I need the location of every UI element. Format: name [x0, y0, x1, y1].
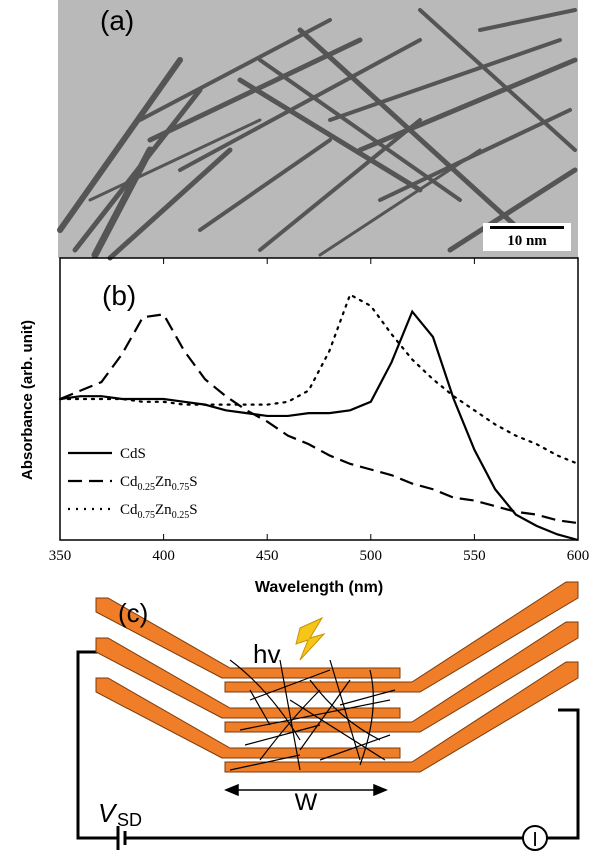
series-line — [60, 312, 578, 540]
x-tick-label: 350 — [49, 548, 72, 564]
legend-label: CdS — [120, 446, 146, 462]
panel-label: (c) — [118, 598, 148, 628]
device-diagram — [78, 582, 578, 850]
current-label: I — [532, 829, 538, 851]
width-label: W — [295, 789, 318, 816]
legend-label-part: Cd — [120, 502, 138, 518]
page: {"panel_a": {"label": "(a)", "scale_bar"… — [0, 0, 595, 852]
legend-label-part: 0.75 — [172, 482, 190, 493]
legend-label-part: 0.75 — [138, 510, 156, 521]
voltage-subscript: SD — [117, 810, 142, 830]
scale-bar-label: 10 nm — [507, 233, 547, 249]
legend-label-part: 0.25 — [172, 510, 190, 521]
legend-label-part: CdS — [120, 446, 146, 462]
voltage-label: V — [98, 798, 118, 828]
panel-label: (b) — [102, 280, 136, 311]
x-tick-label: 550 — [463, 548, 486, 564]
legend-label: Cd0.25Zn0.75S — [120, 474, 198, 493]
panel-label: (a) — [100, 5, 134, 36]
x-tick-label: 400 — [152, 548, 175, 564]
light-label: hv — [253, 639, 280, 669]
legend-label-part: 0.25 — [138, 482, 156, 493]
y-axis-title: Absorbance (arb. unit) — [19, 320, 36, 480]
tem-image — [58, 0, 578, 258]
series-line — [60, 295, 578, 464]
legend-label-part: Cd — [120, 474, 138, 490]
legend-label-part: S — [189, 474, 197, 490]
x-tick-label: 500 — [360, 548, 383, 564]
legend-label: Cd0.75Zn0.25S — [120, 502, 198, 521]
x-tick-label: 450 — [256, 548, 279, 564]
legend-label-part: Zn — [155, 474, 172, 490]
figure: (a) 10 nm (b) Wavelength (nm) Absorbance… — [0, 0, 595, 852]
legend-label-part: S — [189, 502, 197, 518]
x-tick-label: 600 — [567, 548, 590, 564]
x-axis-title: Wavelength (nm) — [255, 579, 383, 596]
legend-label-part: Zn — [155, 502, 172, 518]
